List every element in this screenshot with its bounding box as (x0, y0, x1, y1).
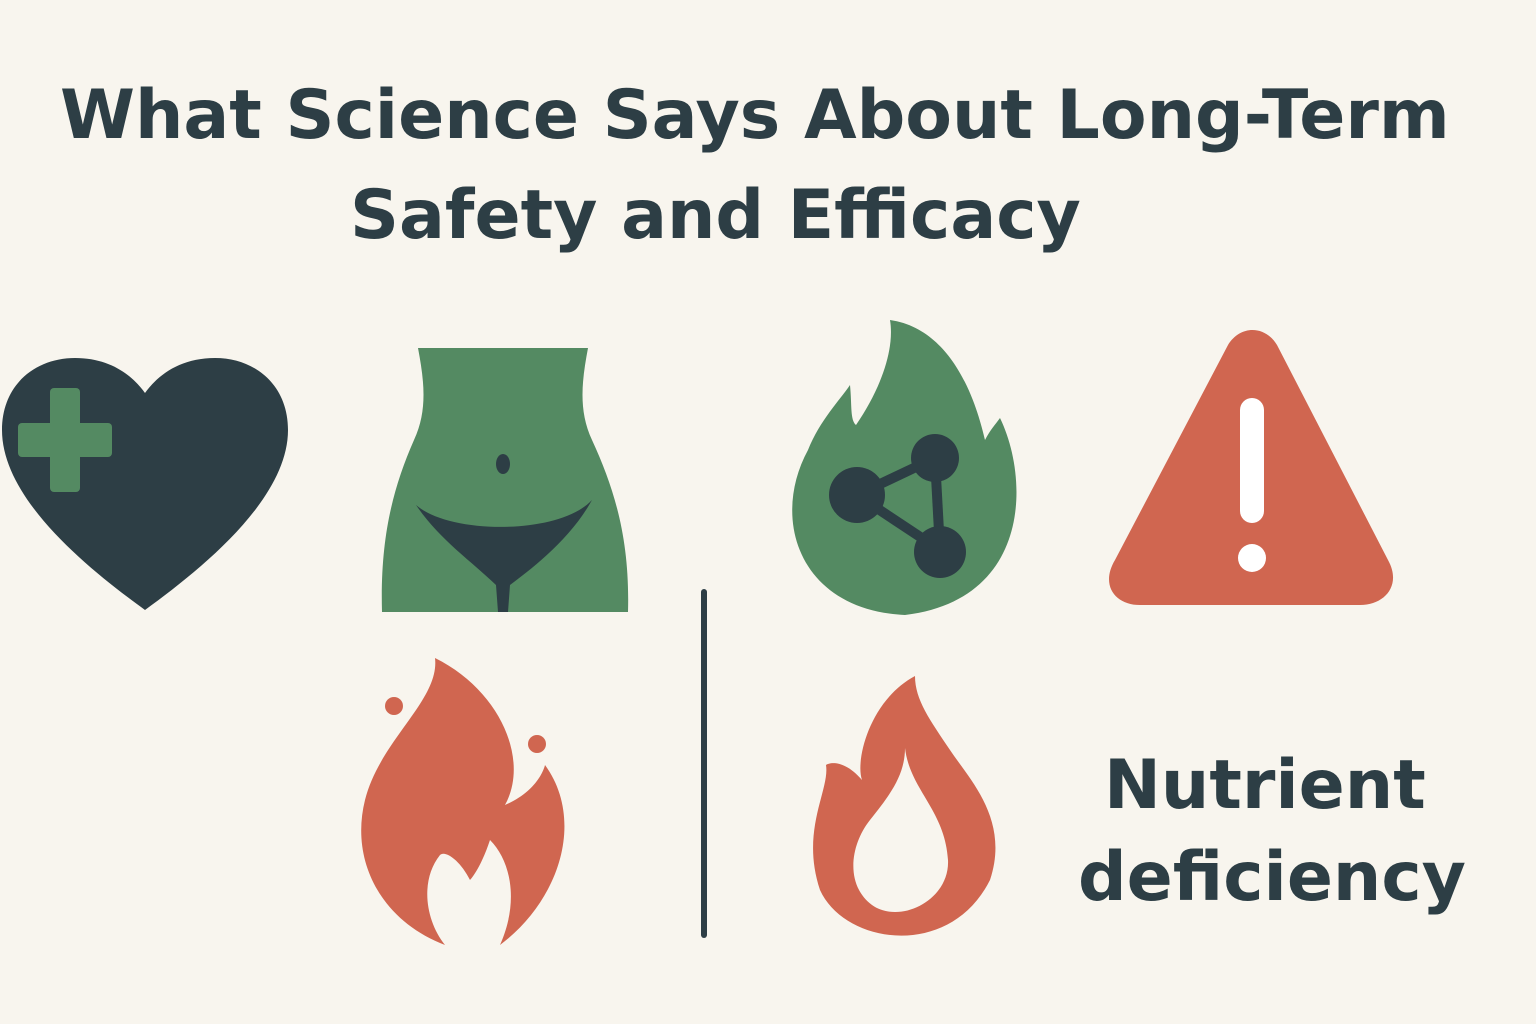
flame-icon (361, 658, 565, 945)
flame-icon (813, 676, 996, 936)
warning-icon (1109, 330, 1394, 605)
label-line: Nutrient (1104, 746, 1426, 825)
heart-icon (2, 358, 288, 610)
torso-icon (381, 348, 629, 612)
label-line: deficiency (1078, 838, 1466, 917)
title-line: What Science Says About Long-Term (60, 76, 1450, 155)
title-line: Safety and Efficacy (350, 176, 1081, 255)
molecule-flame-icon (792, 320, 1017, 615)
